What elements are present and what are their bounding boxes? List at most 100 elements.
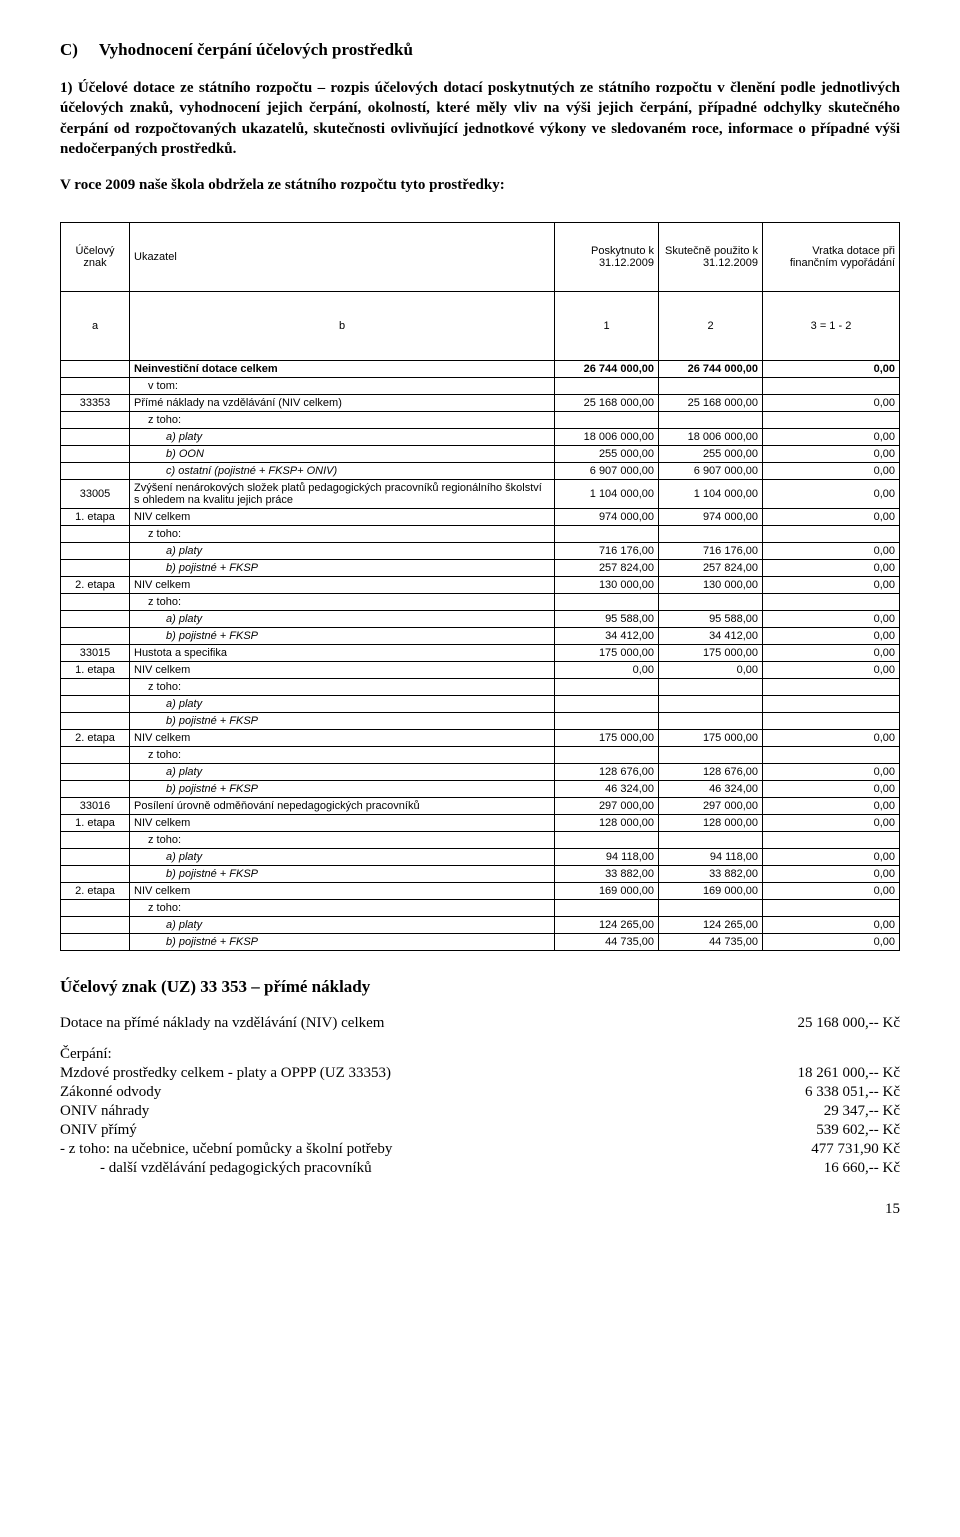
table-row: 2. etapaNIV celkem169 000,00169 000,000,… (61, 883, 900, 900)
table-row: 1. etapaNIV celkem128 000,00128 000,000,… (61, 815, 900, 832)
summary-line: - z toho: na učebnice, učební pomůcky a … (60, 1141, 900, 1158)
cell-vratka: 0,00 (763, 917, 900, 934)
cell-znak: 33005 (61, 480, 130, 509)
table-row: 33016Posílení úrovně odměňování nepedago… (61, 798, 900, 815)
cell-poskytnuto (555, 713, 659, 730)
table-row: b) pojistné + FKSP33 882,0033 882,000,00 (61, 866, 900, 883)
sub-b: b (130, 292, 555, 361)
summary-label: Zákonné odvody (60, 1084, 793, 1101)
cell-vratka (763, 378, 900, 395)
cell-znak (61, 543, 130, 560)
cell-poskytnuto: 130 000,00 (555, 577, 659, 594)
cell-skutecne (659, 679, 763, 696)
cell-ukazatel: a) platy (130, 611, 555, 628)
cell-poskytnuto: 33 882,00 (555, 866, 659, 883)
cell-poskytnuto: 257 824,00 (555, 560, 659, 577)
cell-ukazatel: z toho: (130, 679, 555, 696)
table-row: z toho: (61, 526, 900, 543)
cell-vratka: 0,00 (763, 662, 900, 679)
summary-value: 16 660,-- Kč (812, 1160, 900, 1177)
uz-lines-block: Dotace na přímé náklady na vzdělávání (N… (60, 1015, 900, 1177)
cell-ukazatel: Přímé náklady na vzdělávání (NIV celkem) (130, 395, 555, 412)
cell-ukazatel: b) pojistné + FKSP (130, 781, 555, 798)
th-skutecne: Skutečně použito k 31.12.2009 (659, 223, 763, 292)
cell-ukazatel: b) pojistné + FKSP (130, 934, 555, 951)
cell-ukazatel: a) platy (130, 429, 555, 446)
cell-skutecne (659, 526, 763, 543)
cell-poskytnuto (555, 594, 659, 611)
cell-poskytnuto: 26 744 000,00 (555, 361, 659, 378)
table-row: b) pojistné + FKSP46 324,0046 324,000,00 (61, 781, 900, 798)
cell-skutecne (659, 412, 763, 429)
cell-znak (61, 849, 130, 866)
cell-znak (61, 866, 130, 883)
cell-skutecne (659, 832, 763, 849)
summary-value (888, 1046, 900, 1063)
table-row: 1. etapaNIV celkem0,000,000,00 (61, 662, 900, 679)
cell-znak (61, 628, 130, 645)
cell-skutecne (659, 747, 763, 764)
cell-vratka (763, 679, 900, 696)
summary-value: 539 602,-- Kč (804, 1122, 900, 1139)
th-ukazatel: Ukazatel (130, 223, 555, 292)
cell-vratka: 0,00 (763, 781, 900, 798)
cell-vratka: 0,00 (763, 509, 900, 526)
cell-znak (61, 747, 130, 764)
cell-skutecne: 46 324,00 (659, 781, 763, 798)
cell-skutecne: 94 118,00 (659, 849, 763, 866)
cell-skutecne (659, 594, 763, 611)
summary-label: ONIV náhrady (60, 1103, 812, 1120)
cell-ukazatel: b) pojistné + FKSP (130, 560, 555, 577)
table-row: b) OON255 000,00255 000,000,00 (61, 446, 900, 463)
cell-skutecne (659, 696, 763, 713)
summary-label: - z toho: na učebnice, učební pomůcky a … (60, 1141, 799, 1158)
summary-value: 25 168 000,-- Kč (786, 1015, 900, 1032)
table-row: v tom: (61, 378, 900, 395)
cell-vratka: 0,00 (763, 798, 900, 815)
cell-ukazatel: c) ostatní (pojistné + FKSP+ ONIV) (130, 463, 555, 480)
cell-znak (61, 560, 130, 577)
cell-skutecne: 26 744 000,00 (659, 361, 763, 378)
cell-vratka: 0,00 (763, 361, 900, 378)
cell-ukazatel: z toho: (130, 747, 555, 764)
cell-znak (61, 412, 130, 429)
cell-znak (61, 611, 130, 628)
cell-skutecne: 6 907 000,00 (659, 463, 763, 480)
cell-vratka: 0,00 (763, 577, 900, 594)
cell-vratka: 0,00 (763, 849, 900, 866)
table-header-row: Účelový znak Ukazatel Poskytnuto k 31.12… (61, 223, 900, 292)
cell-poskytnuto: 128 676,00 (555, 764, 659, 781)
cell-ukazatel: Neinvestiční dotace celkem (130, 361, 555, 378)
cell-znak (61, 917, 130, 934)
cell-poskytnuto: 94 118,00 (555, 849, 659, 866)
cell-poskytnuto (555, 832, 659, 849)
summary-label: Dotace na přímé náklady na vzdělávání (N… (60, 1015, 786, 1032)
table-row: a) platy124 265,00124 265,000,00 (61, 917, 900, 934)
cell-znak: 33015 (61, 645, 130, 662)
cell-vratka: 0,00 (763, 866, 900, 883)
cell-vratka (763, 696, 900, 713)
cell-skutecne: 18 006 000,00 (659, 429, 763, 446)
cell-znak (61, 679, 130, 696)
sub-a: a (61, 292, 130, 361)
table-row: a) platy94 118,0094 118,000,00 (61, 849, 900, 866)
summary-line: Dotace na přímé náklady na vzdělávání (N… (60, 1015, 900, 1032)
table-row: b) pojistné + FKSP257 824,00257 824,000,… (61, 560, 900, 577)
cell-ukazatel: Hustota a specifika (130, 645, 555, 662)
cell-skutecne: 257 824,00 (659, 560, 763, 577)
cell-znak (61, 934, 130, 951)
cell-ukazatel: z toho: (130, 900, 555, 917)
table-row: z toho: (61, 412, 900, 429)
cell-skutecne: 128 000,00 (659, 815, 763, 832)
cell-vratka: 0,00 (763, 395, 900, 412)
cell-skutecne (659, 713, 763, 730)
cell-poskytnuto (555, 747, 659, 764)
cell-poskytnuto: 46 324,00 (555, 781, 659, 798)
cell-poskytnuto: 124 265,00 (555, 917, 659, 934)
cell-skutecne: 34 412,00 (659, 628, 763, 645)
summary-value: 6 338 051,-- Kč (793, 1084, 900, 1101)
cell-poskytnuto: 175 000,00 (555, 730, 659, 747)
cell-znak (61, 361, 130, 378)
section-letter: C) (60, 40, 78, 59)
cell-skutecne: 175 000,00 (659, 645, 763, 662)
